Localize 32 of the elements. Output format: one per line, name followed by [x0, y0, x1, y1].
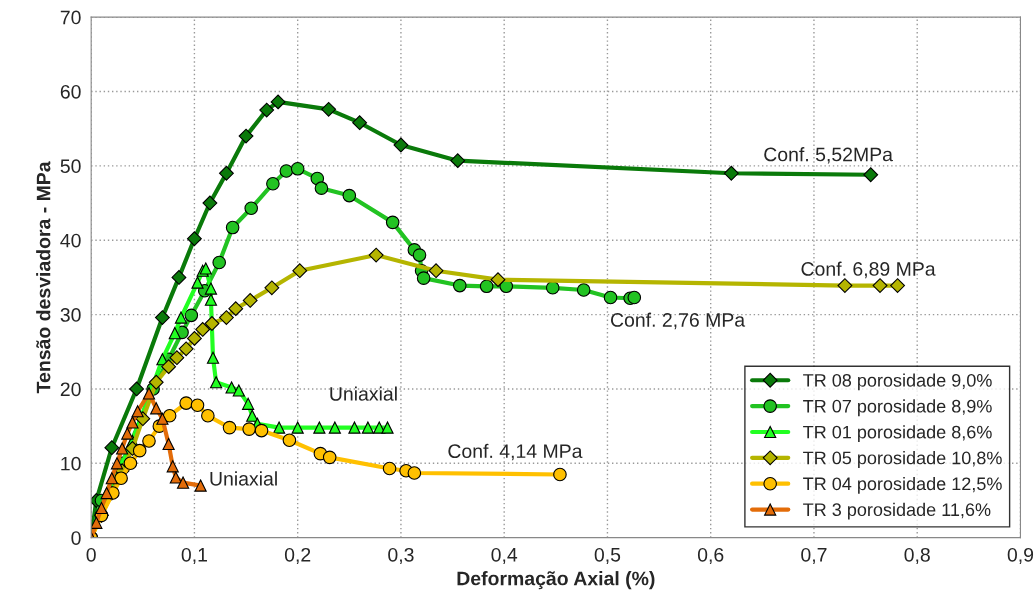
annotation: Conf. 6,89 MPa: [801, 261, 936, 279]
x-tick-label: 0,4: [491, 547, 518, 564]
x-tick-label: 0,6: [697, 547, 724, 564]
x-tick-label: 0,2: [284, 547, 311, 564]
x-tick-label: 0,8: [904, 547, 930, 564]
y-tick-label: 60: [60, 84, 81, 99]
x-tick-label: 0,1: [181, 547, 207, 564]
x-tick-label: 0: [86, 547, 96, 562]
y-tick-label: 30: [60, 308, 81, 322]
x-tick-label: 0,5: [594, 547, 621, 564]
annotation: Conf. 2,76 MPa: [610, 312, 746, 330]
legend-label: TR 05 porosidade 10,8%: [803, 451, 1002, 468]
y-tick-label: 0: [71, 531, 81, 545]
legend-label: TR 04 porosidade 12,5%: [803, 476, 1002, 494]
y-tick-label: 70: [60, 10, 81, 25]
x-tick-label: 0,7: [801, 547, 827, 564]
legend-label: TR 08 porosidade 9,0%: [803, 373, 992, 391]
y-tick-label: 40: [60, 233, 81, 248]
legend-label: TR 01 porosidade 8,6%: [803, 425, 992, 443]
x-tick-label: 0,9: [1007, 547, 1034, 564]
annotation: Uniaxial: [210, 471, 277, 486]
x-tick-label: 0,3: [388, 547, 414, 564]
y-axis-title: Tensão desviadora - MPa: [36, 161, 51, 394]
x-axis-title: Deformação Axial (%): [457, 571, 655, 590]
y-tick-label: 50: [60, 159, 81, 174]
y-tick-label: 10: [61, 456, 81, 471]
legend-label: TR 3 porosidade 11,6%: [803, 502, 991, 520]
annotation: Conf. 4,14 MPa: [448, 443, 583, 461]
legend-label: TR 07 porosidade 8,9%: [803, 399, 992, 417]
annotation: Uniaxial: [330, 386, 397, 401]
annotation: Conf. 5,52MPa: [764, 147, 893, 164]
y-tick-label: 20: [60, 382, 81, 397]
